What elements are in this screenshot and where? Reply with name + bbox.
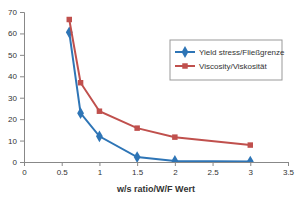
x-tick-label: 2.5 [208, 168, 220, 177]
x-axis-title: w/s ratio/W/F Wert [116, 184, 195, 194]
y-axis: 0 10 20 30 40 50 60 70 [8, 8, 24, 167]
x-tick-mark [250, 162, 251, 166]
x-tick: 1.5 [132, 162, 144, 177]
marker [67, 17, 72, 22]
x-tick-label: 3.5 [283, 168, 295, 177]
y-axis-line [20, 13, 25, 163]
marker [96, 130, 103, 142]
y-tick-mark [20, 76, 24, 77]
x-tick-mark [99, 162, 100, 166]
x-axis: 0 0.5 1 1.5 2 2.5 3 3.5 [22, 162, 294, 177]
y-tick-label: 0 [13, 158, 18, 167]
y-tick-mark [20, 162, 24, 163]
y-tick-label: 40 [8, 72, 17, 81]
y-tick: 50 [8, 51, 24, 60]
x-tick: 3 [249, 162, 254, 177]
legend-marker [182, 46, 189, 58]
legend-label: Yield stress/Fließgrenze [199, 48, 285, 57]
y-tick-mark [20, 55, 24, 56]
y-tick-label: 20 [8, 115, 17, 124]
x-tick-label: 1.5 [132, 168, 144, 177]
x-tick-label: 3 [249, 168, 254, 177]
x-tick: 2 [173, 162, 178, 177]
series-group [66, 17, 254, 162]
legend-marker [182, 63, 187, 68]
legend: Yield stress/Fließgrenze Viscosity/Viskos… [170, 40, 285, 80]
series-line [69, 20, 250, 146]
marker [247, 156, 254, 162]
x-tick-label: 2 [173, 168, 178, 177]
y-tick: 10 [8, 137, 24, 146]
y-tick-label: 70 [8, 8, 17, 17]
y-tick-mark [20, 12, 24, 13]
x-tick-mark [175, 162, 176, 166]
x-tick: 2.5 [208, 162, 220, 177]
x-tick-mark [137, 162, 138, 166]
x-tick: 0.5 [57, 162, 69, 177]
plot: 0 0.5 1 1.5 2 2.5 3 3.5 0 10 20 30 40 50 60 70 Yield str… [8, 8, 295, 177]
marker [97, 108, 102, 113]
x-tick-mark [62, 162, 63, 166]
legend-label: Viscosity/Viskosität [199, 62, 268, 71]
x-tick-mark [213, 162, 214, 166]
y-tick-label: 50 [8, 51, 17, 60]
x-axis-line [25, 163, 289, 167]
y-tick: 30 [8, 94, 24, 103]
x-tick-label: 1 [98, 168, 103, 177]
marker [171, 155, 178, 162]
y-tick: 40 [8, 72, 24, 81]
marker [134, 125, 139, 130]
x-tick: 3.5 [283, 162, 295, 177]
y-tick: 60 [8, 29, 24, 38]
chart: 0 0.5 1 1.5 2 2.5 3 3.5 0 10 20 30 40 50 60 70 Yield str… [0, 0, 300, 200]
y-tick: 20 [8, 115, 24, 124]
marker [77, 107, 84, 119]
y-tick: 0 [13, 158, 24, 167]
y-tick-mark [20, 98, 24, 99]
x-tick-label: 0 [22, 168, 27, 177]
legend-box [170, 40, 282, 80]
y-tick-label: 60 [8, 29, 17, 38]
marker [134, 151, 141, 162]
x-tick-label: 0.5 [57, 168, 69, 177]
y-tick-label: 30 [8, 94, 17, 103]
x-tick: 1 [98, 162, 103, 177]
marker [248, 142, 253, 147]
x-tick: 0 [22, 162, 27, 177]
y-tick-label: 10 [8, 137, 17, 146]
y-tick-mark [20, 119, 24, 120]
y-tick: 70 [8, 8, 24, 17]
y-tick-mark [20, 141, 24, 142]
y-tick-mark [20, 33, 24, 34]
marker [172, 134, 177, 139]
x-tick-mark [288, 162, 289, 166]
marker [78, 80, 83, 85]
